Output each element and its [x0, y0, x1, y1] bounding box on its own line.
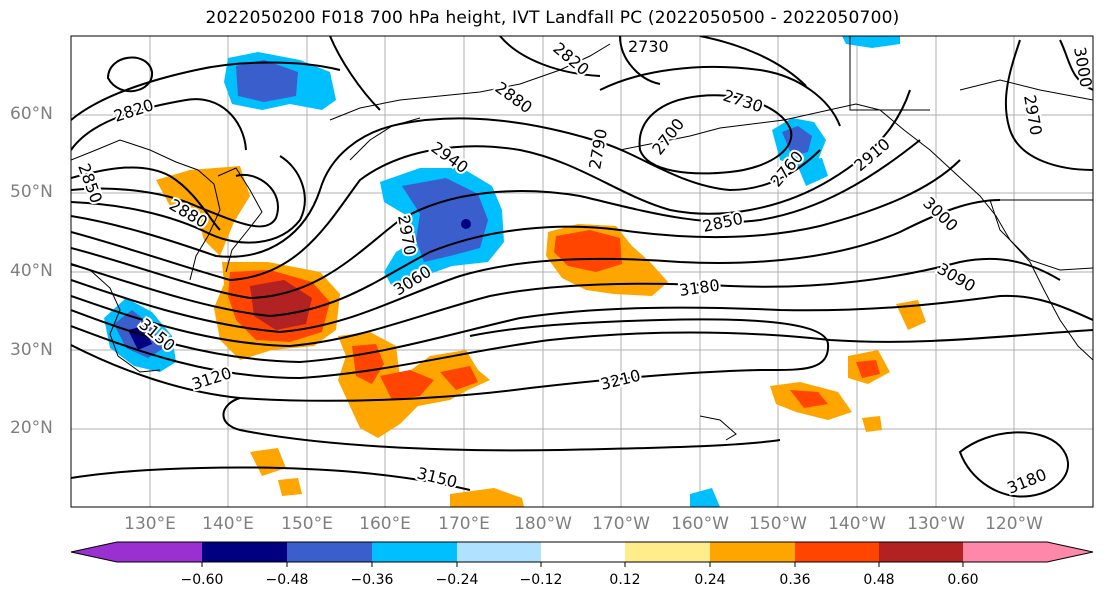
contour-label: 3000 — [919, 193, 961, 235]
contour-label: 2730 — [628, 37, 669, 56]
lon-label: 150°E — [281, 514, 333, 534]
lon-label: 140°W — [828, 514, 886, 534]
colorbar-tick-label: 0.12 — [609, 572, 641, 588]
colorbar-bin — [287, 542, 372, 562]
height-contours — [71, 36, 1093, 498]
plot-frame — [70, 35, 1094, 508]
colorbar-tick-label: −0.60 — [180, 572, 224, 588]
lon-label: 180°W — [514, 514, 572, 534]
lon-label: 160°E — [359, 514, 411, 534]
lat-label: 40°N — [10, 261, 53, 281]
lon-label: 170°W — [592, 514, 650, 534]
contour-label: 2880 — [492, 78, 536, 117]
colorbar-min-arrow — [71, 542, 117, 562]
lon-label: 120°W — [985, 514, 1043, 534]
colorbar-bin — [879, 542, 963, 562]
map-title: 2022050200 F018 700 hPa height, IVT Land… — [205, 8, 900, 28]
ivt-negative-shading — [104, 36, 900, 507]
colorbar-tick-label: 0.60 — [947, 572, 979, 588]
lon-label: 170°E — [438, 514, 490, 534]
colorbar-max-arrow — [1047, 542, 1093, 562]
colorbar-bin — [541, 542, 625, 562]
colorbar-bin — [457, 542, 541, 562]
lon-label: 140°E — [202, 514, 254, 534]
colorbar-bin — [372, 542, 457, 562]
lon-label: 160°W — [671, 514, 729, 534]
ivt-positive-shading — [156, 166, 926, 507]
colorbar-bin — [202, 542, 287, 562]
contour-label: 3180 — [678, 275, 721, 299]
lat-label: 60°N — [10, 104, 53, 124]
colorbar-bin — [963, 542, 1047, 562]
contour-label: 2730 — [721, 86, 766, 117]
colorbar-tick-label: −0.36 — [350, 572, 394, 588]
contour-label: 2700 — [648, 115, 688, 159]
colorbar-tick-label: 0.48 — [863, 572, 895, 588]
colorbar-tick-label: 0.36 — [779, 572, 811, 588]
contour-label: 3000 — [1070, 45, 1096, 88]
colorbar — [70, 541, 1094, 567]
lat-label: 50°N — [10, 182, 53, 202]
colorbar-bin — [795, 542, 879, 562]
lat-label: 30°N — [10, 340, 53, 360]
colorbar-tick-label: −0.12 — [519, 572, 563, 588]
contour-label: 2820 — [111, 95, 156, 126]
contour-label: 2850 — [74, 161, 106, 206]
colorbar-bin — [710, 542, 795, 562]
lon-label: 130°E — [124, 514, 176, 534]
contour-label: 3090 — [934, 259, 979, 296]
colorbar-tick-label: −0.48 — [265, 572, 309, 588]
contour-label: 2970 — [1020, 93, 1046, 136]
contour-label: 3210 — [598, 366, 642, 394]
lon-label: 150°W — [749, 514, 807, 534]
colorbar-bin — [117, 542, 202, 562]
colorbar-bin — [625, 542, 710, 562]
lon-label: 130°W — [907, 514, 965, 534]
colorbar-tick-label: 0.24 — [694, 572, 726, 588]
contour-label: 2790 — [585, 127, 611, 170]
colorbar-tick-label: −0.24 — [435, 572, 479, 588]
lat-label: 20°N — [10, 418, 53, 438]
contour-label: 3120 — [189, 363, 234, 394]
contour-label: 3150 — [415, 463, 459, 491]
